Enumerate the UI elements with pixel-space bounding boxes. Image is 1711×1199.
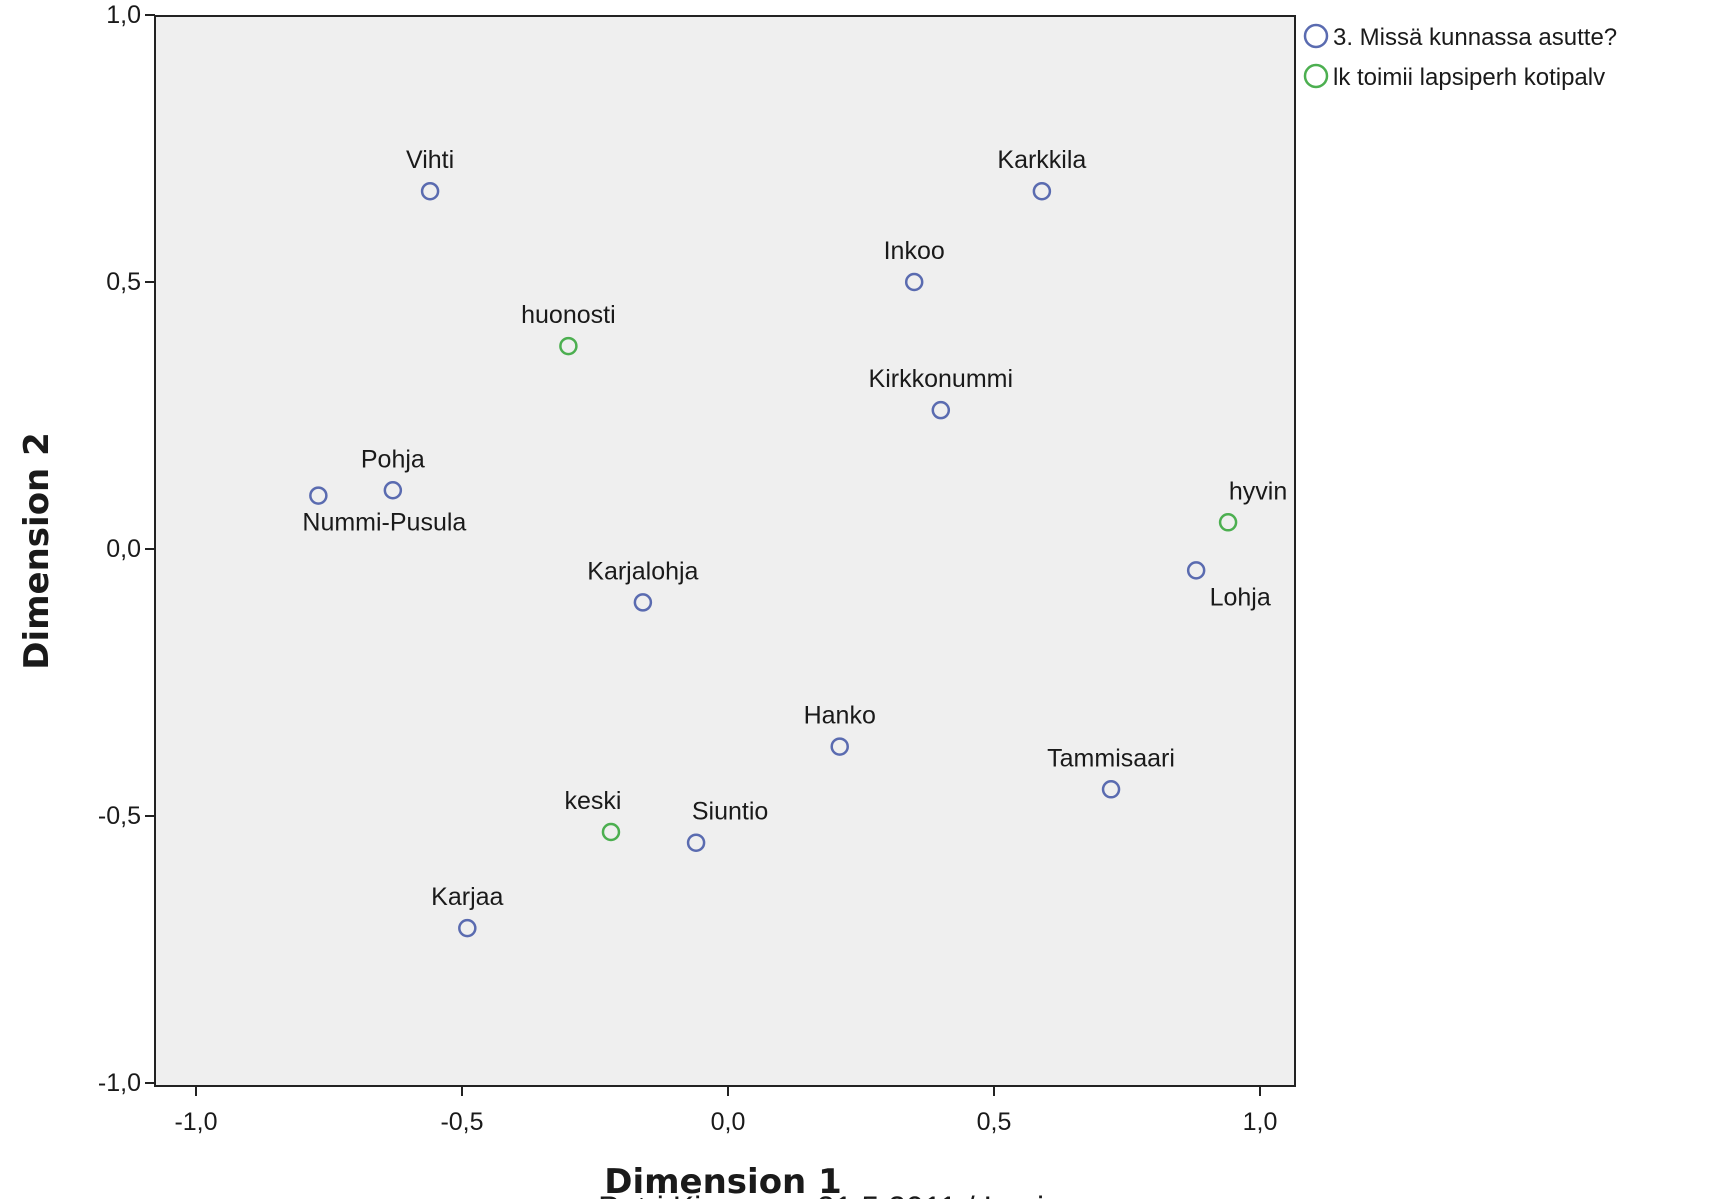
data-point-label: keski <box>564 787 621 815</box>
data-point-marker <box>830 737 849 756</box>
data-point-marker <box>931 400 951 420</box>
data-point-label: Kirkkonummi <box>869 365 1013 393</box>
data-point-label: Karjaa <box>431 883 503 911</box>
data-point-marker <box>383 481 403 500</box>
data-point-marker <box>601 822 621 842</box>
data-point-label: Lohja <box>1210 583 1271 611</box>
data-point-marker <box>1218 513 1238 532</box>
data-point-marker <box>904 272 924 292</box>
data-point-label: Vihti <box>406 146 454 174</box>
x-tick-label: -0,5 <box>440 1108 483 1136</box>
data-point-marker <box>1101 780 1121 799</box>
data-point-marker <box>1032 181 1052 201</box>
plot-area <box>154 15 1296 1087</box>
y-axis: -1,0 -0,5 0,0 0,5 1,0 <box>98 1 155 1097</box>
data-points: Vihti Karkkila Inkoo Kirkkonummi Pohja Nummi-… <box>302 146 1287 938</box>
data-point-label: hyvin <box>1229 477 1287 505</box>
y-tick-label: -0,5 <box>98 802 141 830</box>
footer-caption: Petri Kinnunen 21.5.2011 / Lapin <box>598 1190 1062 1199</box>
data-point-marker <box>1186 561 1206 580</box>
y-tick-label: -1,0 <box>98 1069 141 1097</box>
legend-marker <box>1303 63 1329 89</box>
legend: 3. Missä kunnassa asutte? lk toimii lapsi… <box>1303 23 1617 91</box>
x-tick-label: 0,0 <box>711 1108 746 1136</box>
data-point-marker <box>458 918 477 938</box>
data-point-label: Nummi-Pusula <box>302 509 466 537</box>
legend-label: lk toimii lapsiperh kotipalv <box>1333 64 1605 91</box>
x-tick-label: 1,0 <box>1243 1108 1278 1136</box>
data-point-marker <box>633 593 653 612</box>
legend-label: 3. Missä kunnassa asutte? <box>1333 24 1617 51</box>
data-point-label: Karjalohja <box>587 557 698 585</box>
y-tick-label: 0,5 <box>106 268 141 296</box>
x-axis: -1,0 -0,5 0,0 0,5 1,0 <box>174 1086 1277 1136</box>
y-tick-label: 1,0 <box>106 1 141 29</box>
data-point-label: Hanko <box>804 702 876 730</box>
data-point-marker <box>559 336 578 356</box>
data-point-label: Tammisaari <box>1047 744 1175 772</box>
data-point-label: Karkkila <box>997 146 1086 174</box>
data-point-marker <box>686 833 706 852</box>
legend-marker <box>1303 23 1329 49</box>
data-point-marker <box>420 181 440 201</box>
y-tick-label: 0,0 <box>106 535 141 563</box>
data-point-marker <box>309 486 328 505</box>
x-axis-title: Dimension 1 <box>604 1162 842 1199</box>
x-tick-label: 0,5 <box>977 1108 1012 1136</box>
data-point-label: Siuntio <box>692 798 768 826</box>
data-point-label: Inkoo <box>884 237 945 265</box>
x-tick-label: -1,0 <box>174 1108 217 1136</box>
y-axis-title: Dimension 2 <box>17 432 57 670</box>
data-point-label: huonosti <box>521 301 616 329</box>
data-point-label: Pohja <box>361 445 425 473</box>
